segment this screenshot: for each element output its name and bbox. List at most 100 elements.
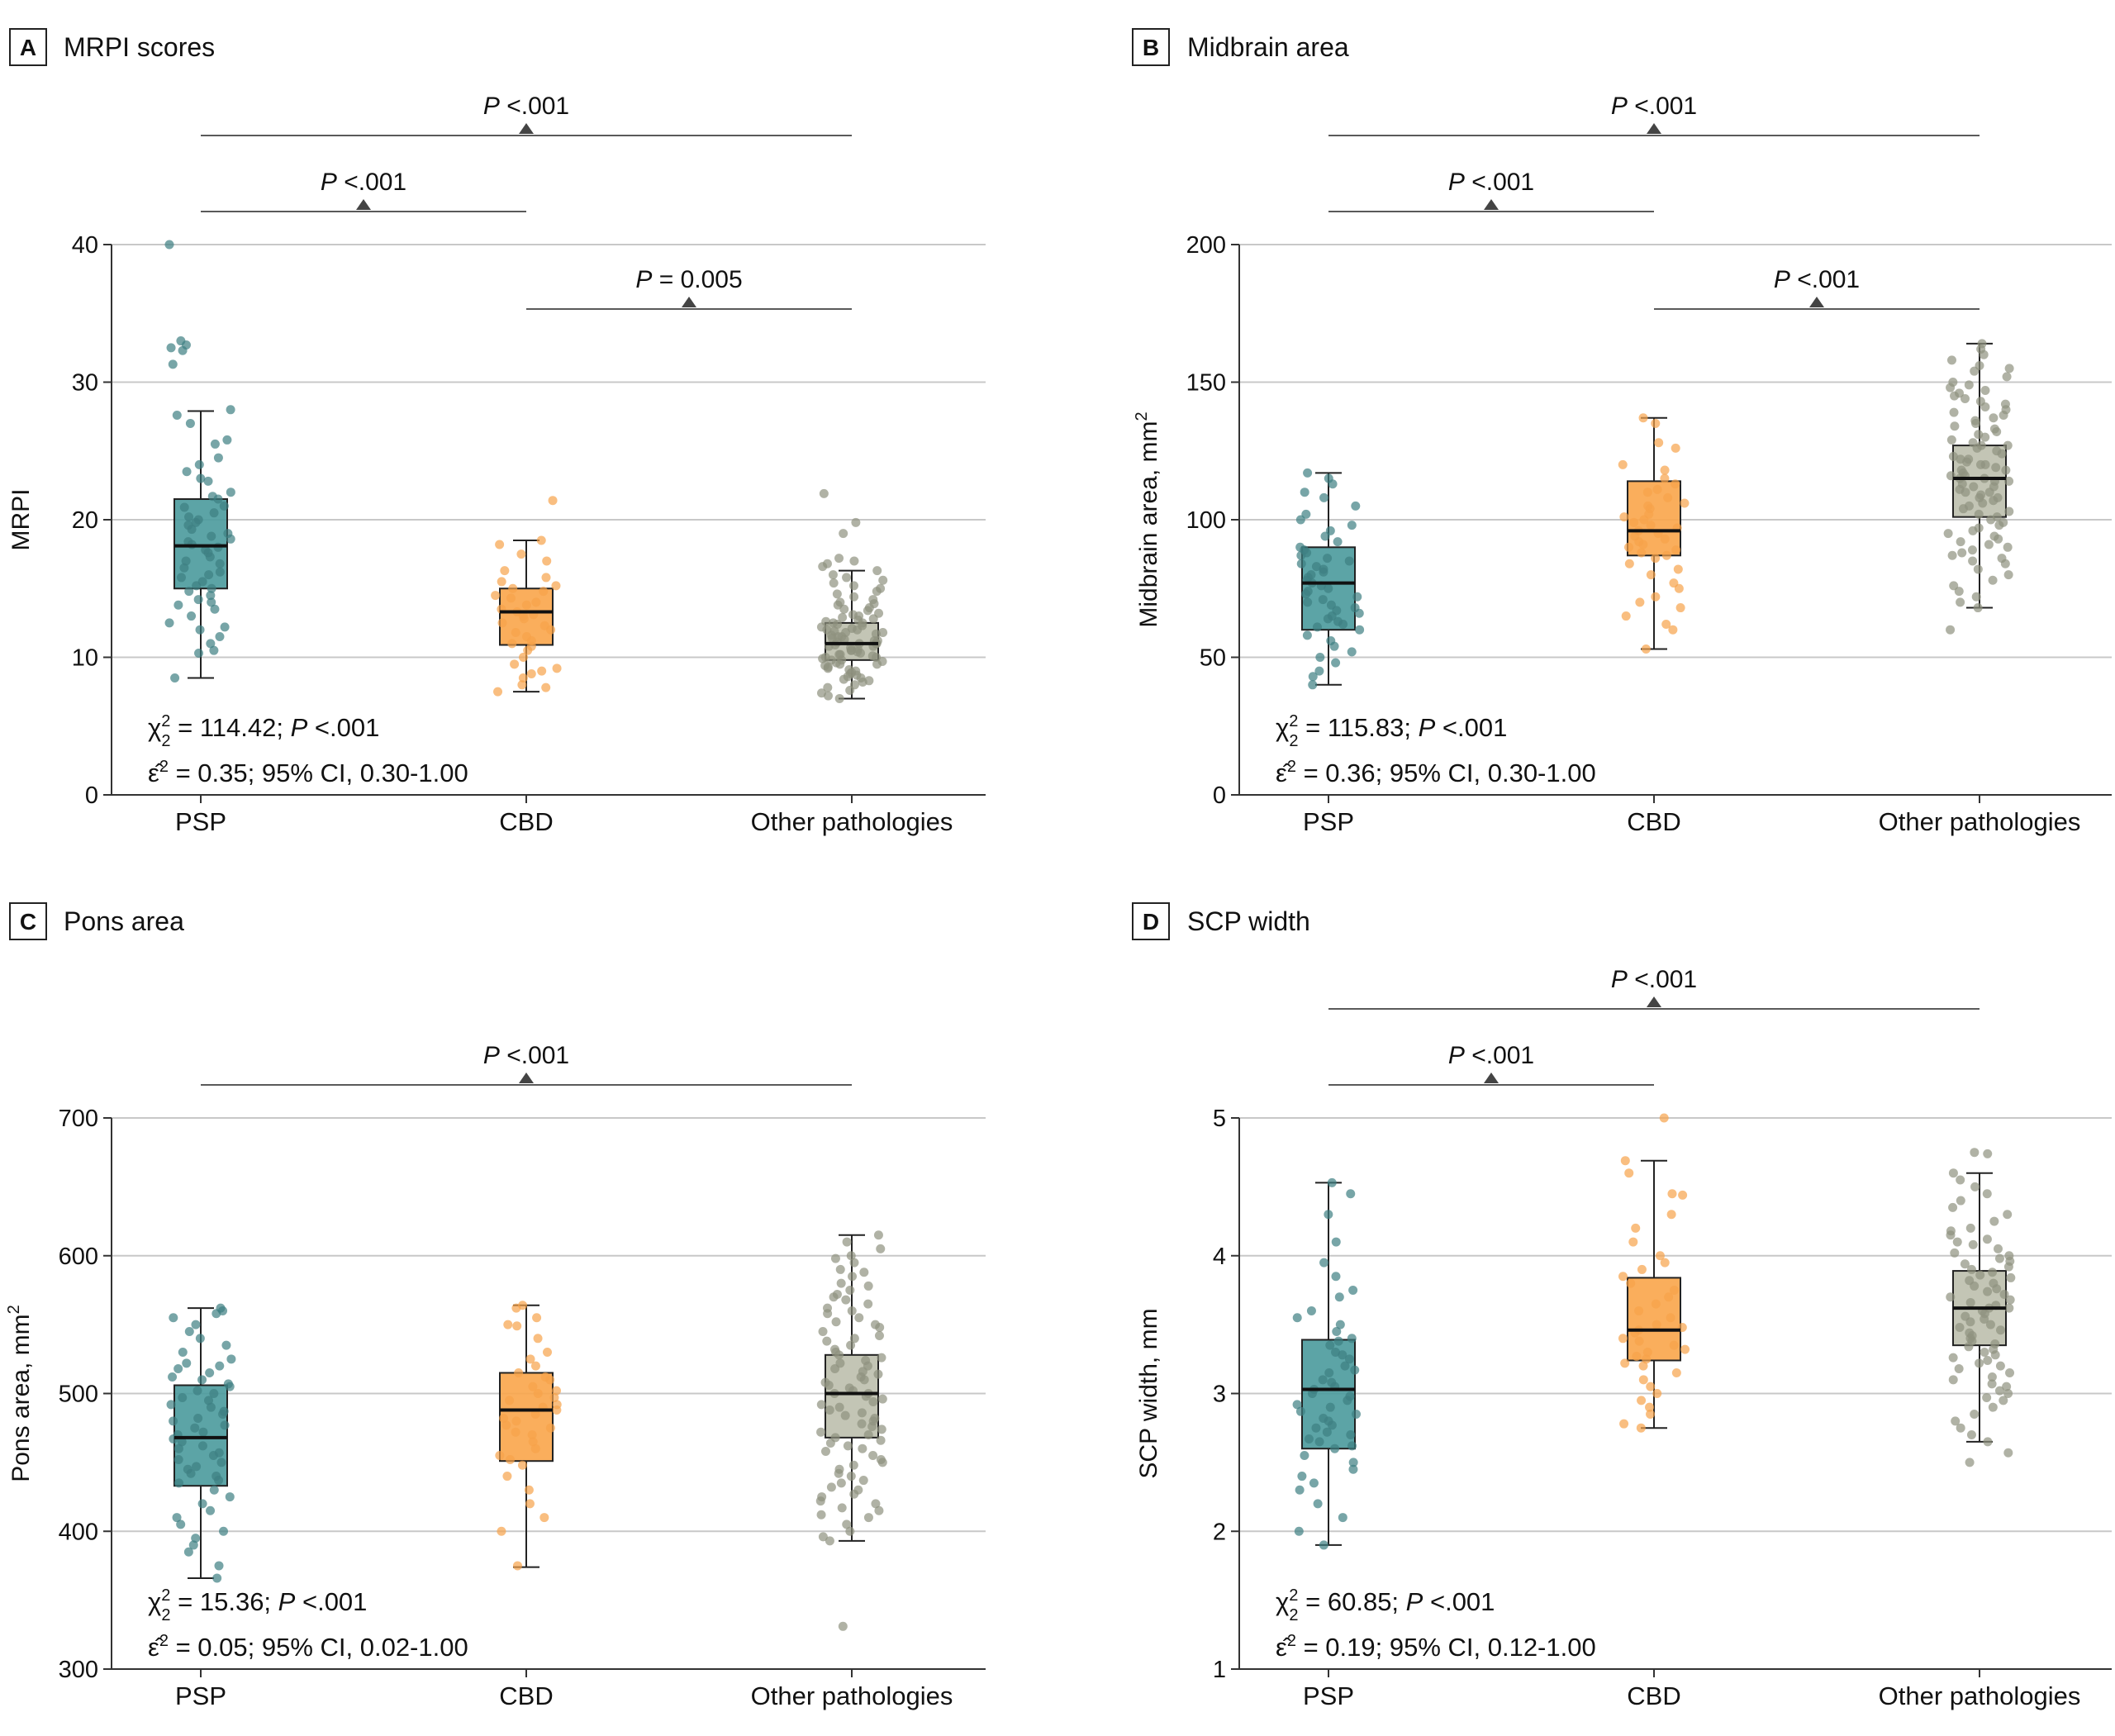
data-point xyxy=(511,628,520,638)
data-point xyxy=(878,575,888,585)
data-point xyxy=(1654,438,1664,448)
data-point xyxy=(1982,1393,1992,1403)
data-point xyxy=(1618,1272,1628,1282)
data-point xyxy=(1974,509,1984,519)
data-point xyxy=(1980,402,1990,411)
data-point xyxy=(1638,1375,1648,1385)
data-point xyxy=(1318,595,1328,605)
data-point xyxy=(184,512,194,522)
y-tick-label: 10 xyxy=(72,645,98,672)
data-point xyxy=(1950,1248,1960,1258)
data-point xyxy=(845,1526,855,1536)
data-point xyxy=(1319,1540,1328,1550)
data-point xyxy=(1646,1382,1656,1391)
data-point xyxy=(206,1402,216,1412)
data-point xyxy=(1637,548,1647,558)
data-point xyxy=(1964,380,1974,390)
data-point xyxy=(863,606,872,616)
data-point xyxy=(541,573,551,583)
data-point xyxy=(530,1410,540,1420)
comparison-marker xyxy=(519,123,534,134)
data-point xyxy=(847,1306,857,1315)
panel-a: A MRPI scores 0 10 20 30 40 MRPI PSP CBD Other pat… xyxy=(7,28,986,836)
data-point xyxy=(1634,1306,1644,1315)
data-point xyxy=(518,673,528,683)
data-point xyxy=(858,677,867,687)
data-point xyxy=(220,1420,230,1430)
panel-d: D SCP width 1 2 3 4 5 SCP width, mm PSP CBD Other … xyxy=(1132,902,2112,1710)
panel-title: Midbrain area xyxy=(1187,32,1349,62)
data-point xyxy=(2003,1262,2013,1272)
data-point xyxy=(836,1278,846,1288)
data-point xyxy=(548,496,558,506)
data-point xyxy=(834,1468,844,1478)
data-point xyxy=(220,622,230,632)
data-point xyxy=(1641,644,1651,654)
data-point xyxy=(845,1285,855,1295)
data-point xyxy=(1678,1190,1688,1200)
data-point xyxy=(873,1230,883,1240)
data-point xyxy=(174,1478,184,1488)
data-point xyxy=(1989,1216,1999,1226)
data-point xyxy=(530,1361,540,1371)
data-point xyxy=(1646,1410,1656,1420)
data-point xyxy=(868,614,878,624)
data-point xyxy=(1994,1253,2004,1263)
data-point xyxy=(541,683,551,692)
data-point xyxy=(842,573,852,583)
data-point xyxy=(1652,484,1662,494)
data-point xyxy=(526,668,536,678)
data-point xyxy=(1319,1258,1329,1268)
data-point xyxy=(191,1534,201,1543)
data-point xyxy=(1989,496,1999,506)
data-point xyxy=(1971,592,1981,602)
data-point xyxy=(1344,556,1354,566)
data-point xyxy=(877,1394,887,1404)
data-point xyxy=(1306,1306,1316,1315)
data-point xyxy=(502,1472,512,1482)
data-point xyxy=(1303,597,1313,607)
data-point xyxy=(1651,592,1661,602)
data-point xyxy=(206,639,216,649)
data-point xyxy=(1312,622,1322,632)
data-point xyxy=(1660,534,1670,544)
panel-letter: D xyxy=(1143,909,1159,935)
comparison-marker xyxy=(1647,996,1661,1007)
data-point xyxy=(2004,1303,2014,1313)
data-point xyxy=(1948,1375,1958,1385)
data-point xyxy=(181,556,191,566)
data-point xyxy=(1324,1210,1333,1220)
data-point xyxy=(1651,418,1661,428)
data-point xyxy=(176,573,186,583)
data-point xyxy=(177,1437,187,1447)
data-point xyxy=(835,659,845,669)
data-point xyxy=(1669,1285,1679,1295)
data-point xyxy=(2000,559,2010,568)
data-point xyxy=(816,1427,826,1437)
data-point xyxy=(1980,1314,1989,1324)
data-point xyxy=(213,453,223,463)
data-point xyxy=(169,1416,178,1426)
comparison-p-value: P <.001 xyxy=(1448,169,1534,196)
data-point xyxy=(867,1422,877,1432)
data-point xyxy=(1655,1251,1665,1261)
data-point xyxy=(193,595,203,605)
data-point xyxy=(209,508,219,518)
y-tick-label: 0 xyxy=(85,782,98,809)
data-point xyxy=(849,581,859,591)
data-point xyxy=(1663,492,1673,502)
data-point xyxy=(1660,1258,1670,1268)
effect-size-stat: ε̂2 = 0.19; 95% CI, 0.12-1.00 xyxy=(1276,1632,1596,1662)
data-point xyxy=(1628,1237,1638,1247)
data-point xyxy=(506,1455,516,1465)
data-point xyxy=(1671,479,1680,489)
data-point xyxy=(1954,1363,1964,1373)
data-point xyxy=(525,1354,535,1364)
data-point xyxy=(1637,1396,1647,1405)
data-point xyxy=(1301,589,1311,599)
data-point xyxy=(517,680,527,690)
y-tick-label: 0 xyxy=(1213,782,1226,809)
data-point xyxy=(543,1347,553,1357)
data-point xyxy=(877,1458,887,1467)
data-point xyxy=(178,1347,188,1357)
